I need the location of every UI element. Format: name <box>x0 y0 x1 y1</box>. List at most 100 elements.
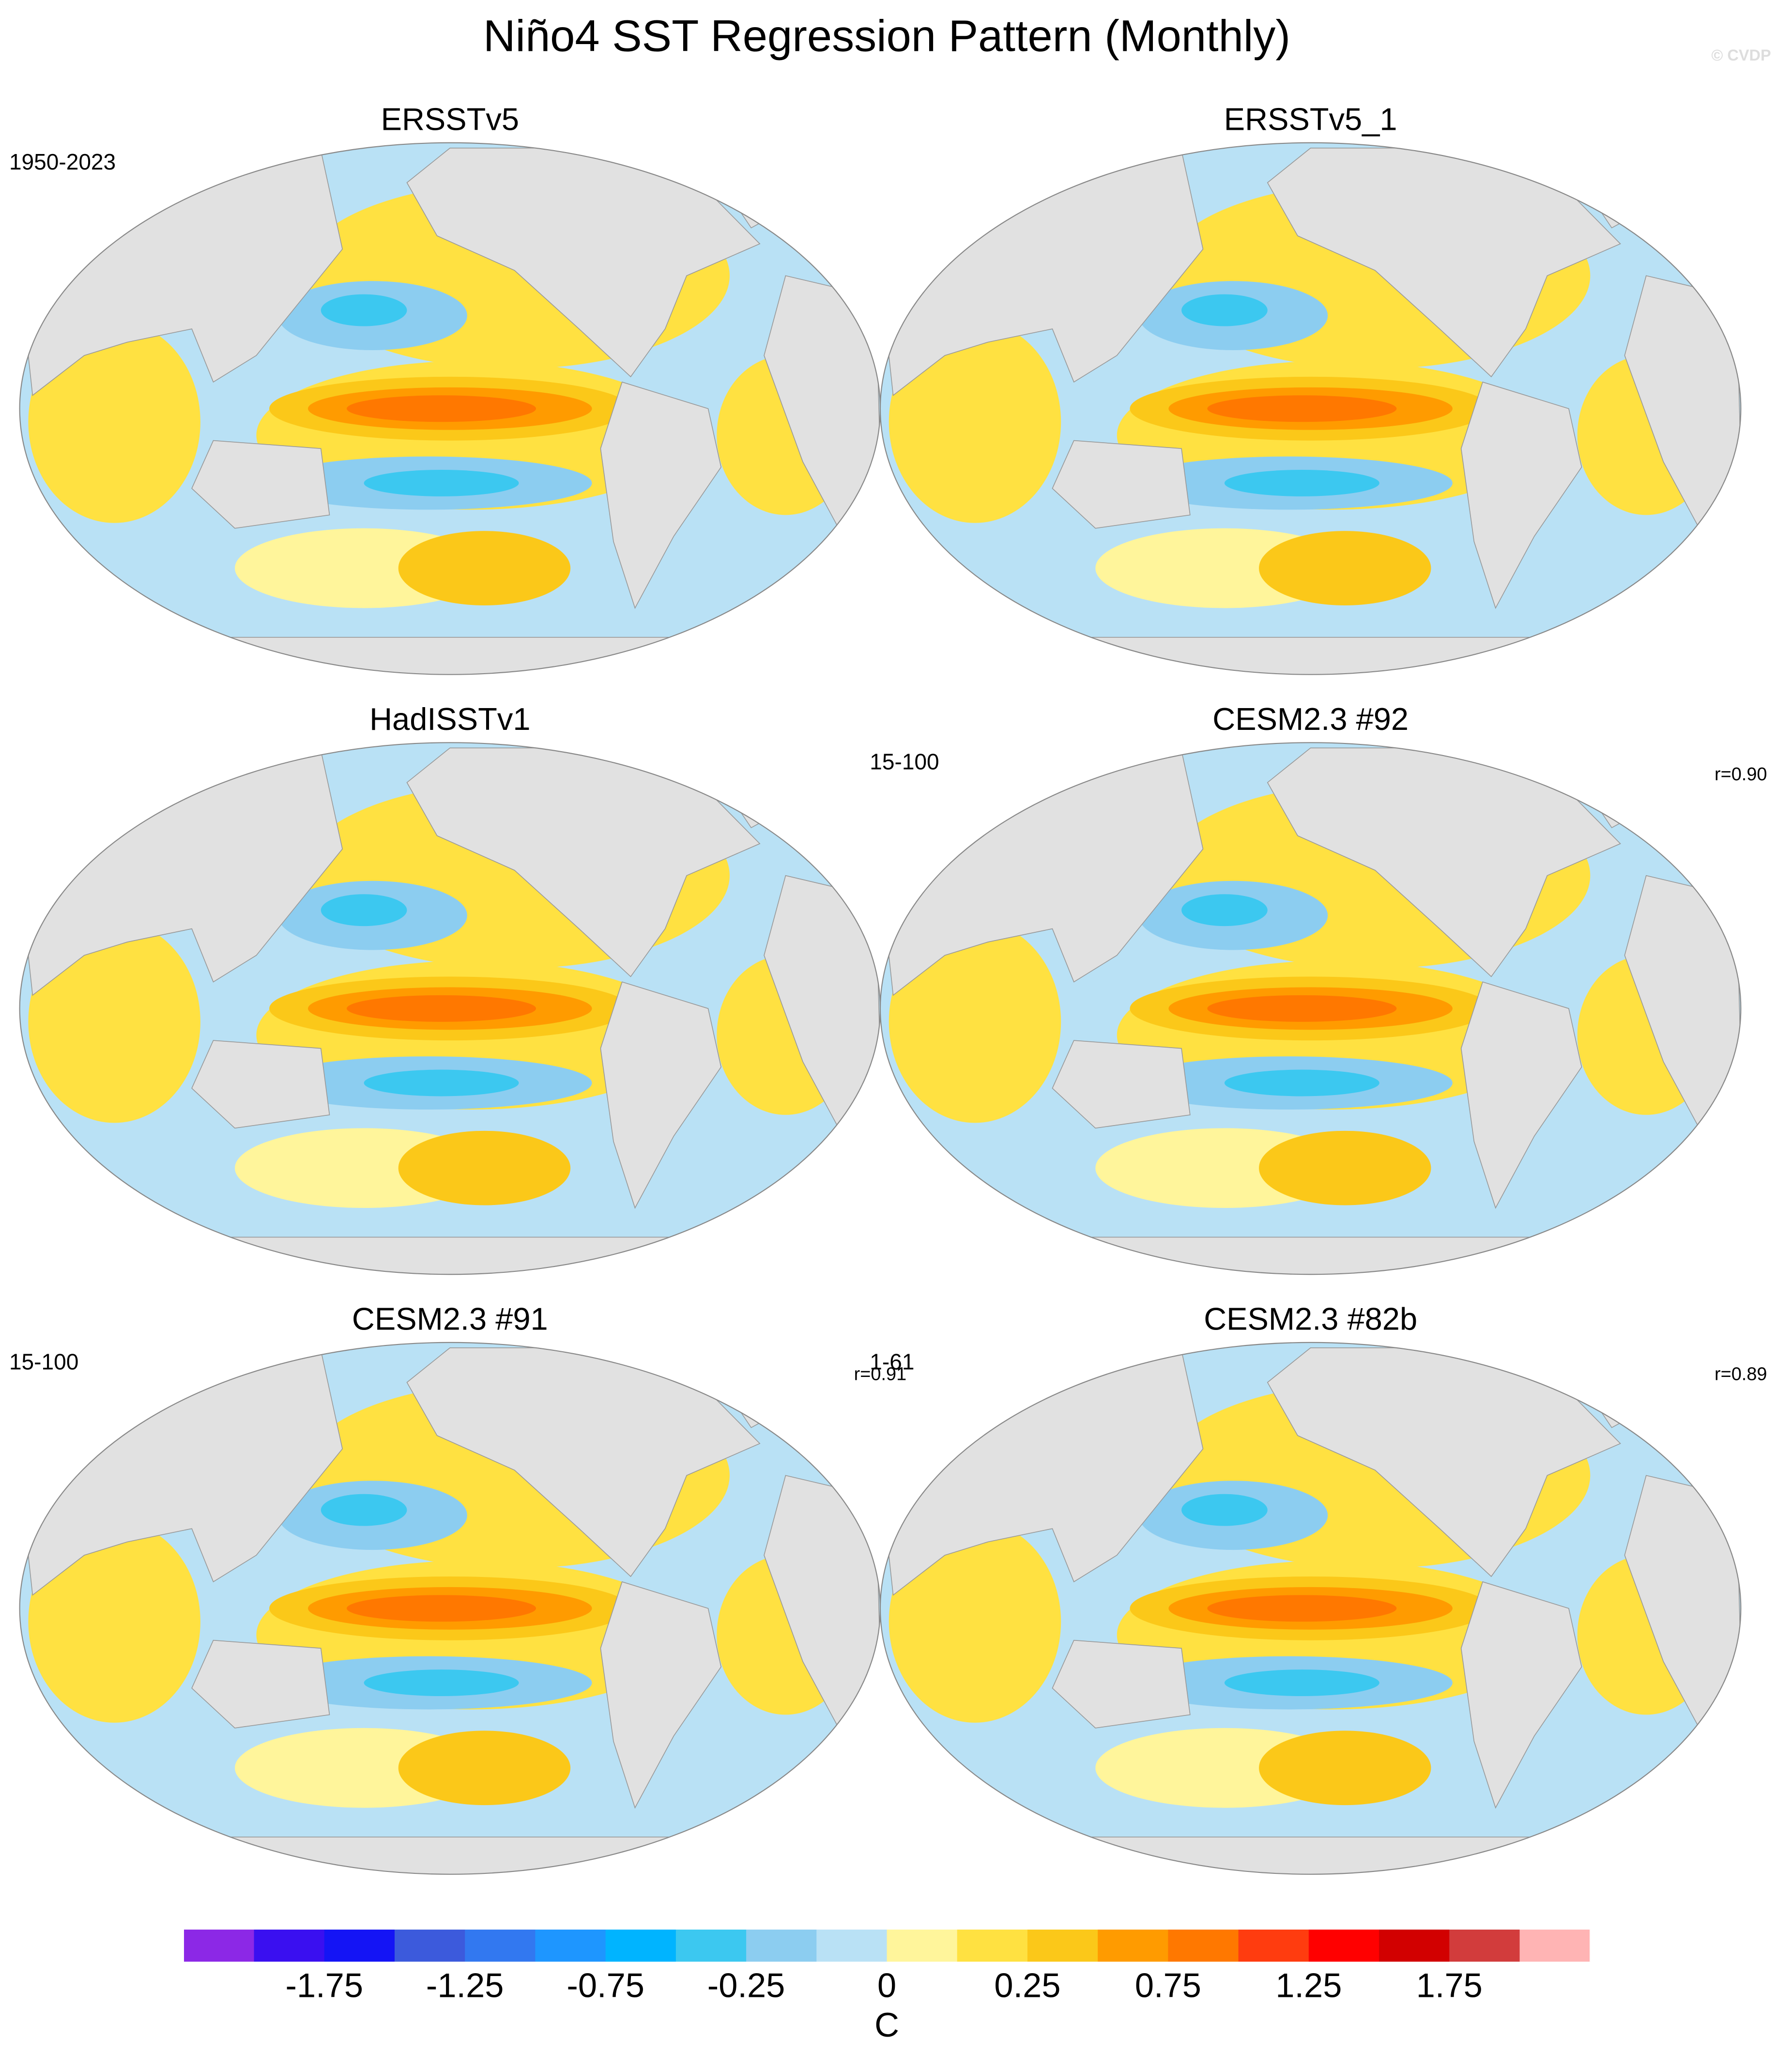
colorbar-box <box>605 1929 676 1962</box>
land <box>1460 981 1582 1209</box>
land <box>600 981 722 1209</box>
panel-correlation: r=0.91 <box>854 1364 907 1385</box>
land <box>1052 1639 1191 1729</box>
contour-region <box>28 321 200 523</box>
contour-region <box>1259 531 1431 605</box>
land <box>600 381 722 609</box>
colorbar-tick-label: 0 <box>877 1966 896 2005</box>
contour-region <box>321 894 407 927</box>
colorbar-tick-label: -1.75 <box>285 1966 363 2005</box>
panel-period: 1-61 <box>870 1349 914 1374</box>
contour-region <box>1224 469 1379 496</box>
land <box>1267 747 1621 977</box>
colorbar-box <box>1449 1929 1520 1962</box>
land <box>1052 440 1191 529</box>
contour-region <box>888 921 1061 1123</box>
colorbar-box <box>324 1929 395 1962</box>
panel-title: CESM2.3 #91 <box>352 1301 548 1337</box>
contour-region <box>321 1494 407 1526</box>
map-border <box>879 742 1742 1275</box>
land <box>1460 381 1582 609</box>
colorbar-box <box>746 1929 817 1962</box>
contour-region <box>1181 894 1268 927</box>
contour-region <box>321 294 407 326</box>
land <box>1460 1581 1582 1809</box>
colorbar-frame <box>183 1929 1591 1962</box>
land <box>191 440 330 529</box>
contour-region <box>1224 1669 1379 1697</box>
panel-correlation: r=0.90 <box>1715 764 1767 785</box>
colorbar-box <box>394 1929 466 1962</box>
land <box>1052 1040 1191 1129</box>
panel-title: HadISSTv1 <box>369 701 530 737</box>
contour-region <box>398 531 571 605</box>
colorbar-tick-label: 1.75 <box>1416 1966 1483 2005</box>
map-panel <box>880 142 1741 675</box>
colorbar-box <box>1379 1929 1450 1962</box>
contour-region <box>1181 294 1268 326</box>
colorbar-box <box>1098 1929 1169 1962</box>
colorbar-box <box>1027 1929 1099 1962</box>
colorbar-box <box>675 1929 747 1962</box>
colorbar-tick-label: -1.25 <box>426 1966 504 2005</box>
colorbar-tick-label: -0.25 <box>707 1966 785 2005</box>
contour-region <box>347 995 536 1022</box>
contour-region <box>347 1595 536 1622</box>
credit: © CVDP <box>1711 46 1771 64</box>
contour-region <box>1181 1494 1268 1526</box>
colorbar-tick-label: -0.75 <box>567 1966 644 2005</box>
colorbar-box <box>816 1929 888 1962</box>
land <box>191 1040 330 1129</box>
land <box>1267 1347 1621 1577</box>
colorbar-tick-label: 0.25 <box>994 1966 1060 2005</box>
contour-region <box>1259 1130 1431 1205</box>
colorbar-box <box>1238 1929 1309 1962</box>
colorbar-box <box>184 1929 255 1962</box>
contour-region <box>1207 995 1397 1022</box>
map-border <box>879 142 1742 675</box>
contour-region <box>398 1731 571 1806</box>
contour-region <box>1207 395 1397 422</box>
panel-period: 15-100 <box>870 749 939 774</box>
land <box>600 1581 722 1809</box>
contour-region <box>1224 1069 1379 1097</box>
figure-title: Niño4 SST Regression Pattern (Monthly) <box>483 11 1290 61</box>
panel-title: ERSSTv5 <box>381 102 519 137</box>
contour-region <box>28 921 200 1123</box>
panel-period: 15-100 <box>9 1349 78 1374</box>
contour-region <box>28 1520 200 1723</box>
land <box>191 1639 330 1729</box>
land <box>406 147 761 378</box>
colorbar-tick-label: 1.25 <box>1275 1966 1342 2005</box>
contour-region <box>1207 1595 1397 1622</box>
panel-period: 1950-2023 <box>9 149 116 174</box>
contour-region <box>347 395 536 422</box>
map-border <box>879 1342 1742 1875</box>
contour-region <box>1259 1731 1431 1806</box>
contour-region <box>364 469 519 496</box>
panel-title: CESM2.3 #92 <box>1212 701 1409 737</box>
map-panel <box>880 742 1741 1275</box>
contour-region <box>888 321 1061 523</box>
map-panel <box>19 1342 880 1874</box>
land <box>406 747 761 977</box>
colorbar-label: C <box>874 2006 899 2044</box>
colorbar-box <box>535 1929 606 1962</box>
colorbar-box <box>887 1929 958 1962</box>
colorbar-box <box>1519 1929 1591 1962</box>
colorbar-box <box>957 1929 1028 1962</box>
contour-region <box>364 1069 519 1097</box>
contour-region <box>888 1520 1061 1723</box>
contour-region <box>398 1130 571 1205</box>
colorbar-box <box>254 1929 325 1962</box>
colorbar-tick-label: 0.75 <box>1135 1966 1201 2005</box>
colorbar-box <box>465 1929 536 1962</box>
map-panel <box>19 742 880 1275</box>
land <box>406 1347 761 1577</box>
panel-title: ERSSTv5_1 <box>1224 102 1397 137</box>
land <box>1267 147 1621 378</box>
colorbar-box <box>1308 1929 1379 1962</box>
colorbar-box <box>1168 1929 1239 1962</box>
